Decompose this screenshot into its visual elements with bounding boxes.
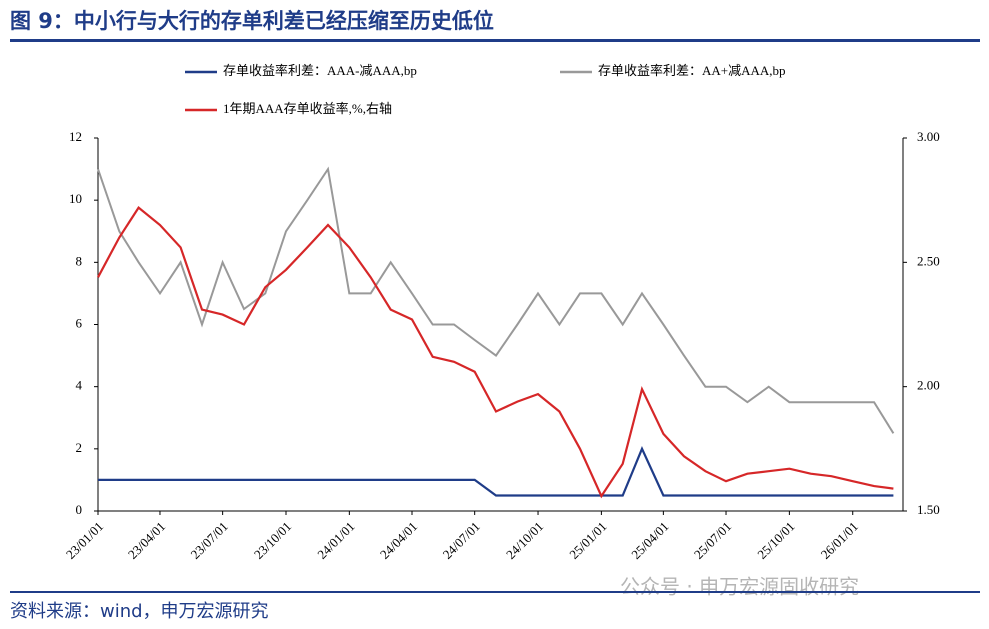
x-tick-label: 23/04/01 bbox=[125, 519, 168, 562]
y-tick-label: 4 bbox=[76, 378, 83, 393]
footer-rule bbox=[10, 591, 980, 593]
y-tick-label: 2 bbox=[76, 440, 83, 455]
legend-label: 存单收益率利差：AAA-减AAA,bp bbox=[223, 63, 417, 78]
legend-label: 1年期AAA存单收益率,%,右轴 bbox=[223, 101, 392, 116]
x-tick-label: 23/10/01 bbox=[251, 519, 294, 562]
x-tick-label: 24/07/01 bbox=[440, 519, 483, 562]
series-line bbox=[98, 446, 894, 497]
y-tick-label: 10 bbox=[69, 191, 82, 206]
legend-label: 存单收益率利差：AA+减AAA,bp bbox=[598, 63, 786, 78]
x-tick-label: 26/01/01 bbox=[818, 519, 861, 562]
y2-tick-label: 3.00 bbox=[917, 129, 940, 144]
x-tick-label: 23/01/01 bbox=[63, 519, 106, 562]
y2-tick-label: 1.50 bbox=[917, 502, 940, 517]
y-tick-label: 8 bbox=[76, 253, 83, 268]
series-line bbox=[97, 205, 894, 499]
source: 资料来源：wind，申万宏源研究 bbox=[10, 601, 269, 622]
y2-tick-label: 2.50 bbox=[917, 253, 940, 268]
x-tick-label: 25/01/01 bbox=[566, 519, 609, 562]
title-rule bbox=[10, 39, 980, 42]
x-tick-label: 23/07/01 bbox=[188, 519, 231, 562]
y-tick-label: 0 bbox=[76, 502, 83, 517]
x-tick-label: 25/07/01 bbox=[691, 519, 734, 562]
x-tick-label: 24/04/01 bbox=[377, 519, 420, 562]
y-tick-label: 12 bbox=[69, 129, 82, 144]
watermark: 公众号 · 申万宏源固收研究 bbox=[620, 575, 859, 599]
x-tick-label: 25/04/01 bbox=[628, 519, 671, 562]
y-tick-label: 6 bbox=[76, 315, 83, 330]
x-tick-label: 24/01/01 bbox=[314, 519, 357, 562]
x-tick-label: 25/10/01 bbox=[754, 519, 797, 562]
series-line bbox=[97, 166, 895, 434]
chart-title: 图 9：中小行与大行的存单利差已经压缩至历史低位 bbox=[10, 9, 494, 33]
x-tick-label: 24/10/01 bbox=[503, 519, 546, 562]
y2-tick-label: 2.00 bbox=[917, 378, 940, 393]
